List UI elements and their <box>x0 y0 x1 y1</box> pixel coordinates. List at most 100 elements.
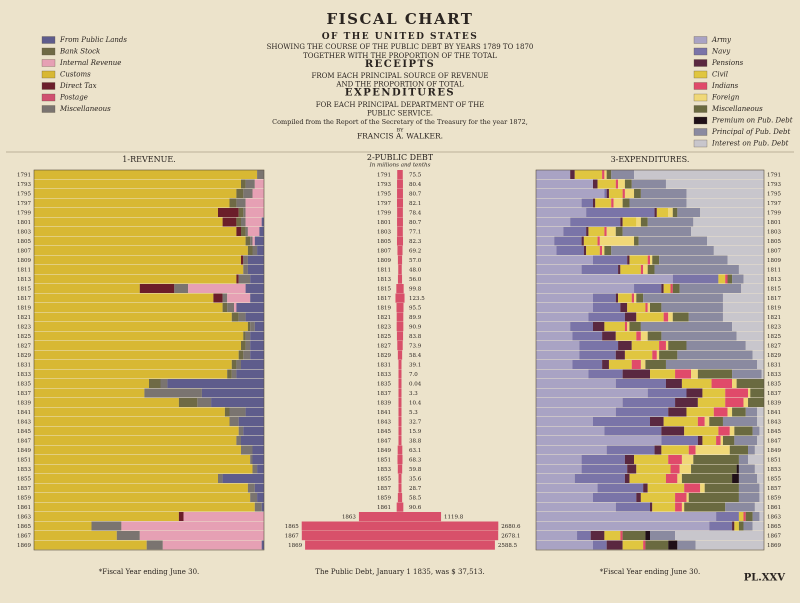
bar-segment <box>663 417 698 426</box>
bar-segment <box>34 350 239 360</box>
bar-segment <box>624 350 653 360</box>
value-label: 78.4 <box>409 210 422 216</box>
bar-segment <box>34 246 248 255</box>
bar-segment <box>218 474 223 483</box>
bar-segment <box>688 445 696 455</box>
value-label: 77.1 <box>409 229 421 235</box>
year-label: 1855 <box>17 476 31 482</box>
bar-segment <box>250 350 264 360</box>
year-label: 1825 <box>17 334 31 340</box>
bar-segment <box>34 217 223 227</box>
year-label: 1829 <box>17 353 31 359</box>
debt-bar <box>396 312 404 322</box>
debt-bar <box>396 331 404 341</box>
bar-segment <box>34 445 241 455</box>
bar-segment <box>579 350 616 360</box>
bar-segment <box>624 455 635 464</box>
legend-label: Premium on Pub. Debt <box>711 117 793 125</box>
bar-segment <box>647 255 650 265</box>
year-label: 1835 <box>17 381 31 387</box>
bar-segment <box>661 303 723 312</box>
bar-segment <box>681 502 685 512</box>
debt-bar <box>396 198 404 208</box>
bar-segment <box>725 502 755 512</box>
bar-segment <box>247 246 253 255</box>
year-label: 1815 <box>17 286 31 292</box>
bar-segment <box>722 293 764 303</box>
debt-bar <box>397 274 403 284</box>
bar-segment <box>188 284 246 293</box>
bar-segment <box>759 483 764 493</box>
bar-segment <box>675 493 687 502</box>
value-label: 39.1 <box>409 362 421 368</box>
debt-bar <box>398 388 402 398</box>
bar-segment <box>665 341 669 350</box>
year-label: 1811 <box>377 267 391 273</box>
bar-segment <box>602 170 605 179</box>
debt-bar <box>358 512 442 522</box>
year-label: 1793 <box>767 182 781 188</box>
legend-label: Miscellaneous <box>59 105 111 113</box>
bar-segment <box>261 502 264 512</box>
bar-segment <box>597 483 644 493</box>
debt-bar <box>398 426 402 436</box>
debt-bar <box>398 360 402 370</box>
bar-segment <box>681 455 694 464</box>
bar-segment <box>659 255 728 265</box>
value-label: 2588.5 <box>498 543 518 549</box>
bar-segment <box>615 502 650 512</box>
bar-segment <box>536 189 605 198</box>
bar-segment <box>752 350 764 360</box>
year-label: 1831 <box>377 362 391 368</box>
bar-segment <box>536 502 616 512</box>
bar-segment <box>536 246 557 255</box>
bar-segment <box>252 455 264 464</box>
value-label: 90.9 <box>409 324 422 330</box>
bar-segment <box>622 217 637 227</box>
bar-segment <box>593 322 605 331</box>
debt-bar <box>397 350 403 360</box>
bar-segment <box>627 255 630 265</box>
year-label: 1833 <box>17 372 31 378</box>
year-label: 1809 <box>377 258 391 264</box>
bar-segment <box>536 445 607 455</box>
bar-segment <box>738 493 760 502</box>
year-label: 1819 <box>377 305 391 311</box>
year-label: 1797 <box>377 201 391 207</box>
bar-segment <box>686 388 703 398</box>
bar-segment <box>663 312 669 322</box>
legend-label: Indians <box>711 82 739 90</box>
bar-segment <box>627 322 630 331</box>
bar-segment <box>656 208 669 217</box>
year-label: 1797 <box>767 201 781 207</box>
bar-segment <box>668 208 673 217</box>
bar-segment <box>586 227 589 236</box>
debt-bar <box>398 474 402 484</box>
bar-segment <box>615 331 637 341</box>
bar-segment <box>629 198 687 208</box>
bar-segment <box>245 198 264 208</box>
bar-segment <box>745 512 753 521</box>
year-label: 1851 <box>17 457 31 463</box>
year-label: 1847 <box>17 438 31 444</box>
bar-segment <box>656 350 660 360</box>
bar-segment <box>729 426 735 436</box>
bar-segment <box>688 493 739 502</box>
debt-bar <box>397 227 403 237</box>
bar-segment <box>652 502 676 512</box>
year-label: 1851 <box>767 457 781 463</box>
bar-segment <box>139 531 264 540</box>
bar-segment <box>615 293 619 303</box>
year-label: 1853 <box>377 467 391 473</box>
bar-segment <box>615 227 623 236</box>
bar-segment <box>668 312 673 322</box>
year-label: 1805 <box>377 239 391 245</box>
bar-segment <box>757 417 764 426</box>
bar-segment <box>620 265 641 274</box>
bar-segment <box>34 369 228 379</box>
legend-swatch <box>41 47 56 56</box>
debt-bar <box>396 502 404 512</box>
bar-segment <box>250 293 264 303</box>
bar-segment <box>252 445 264 455</box>
bar-segment <box>647 303 650 312</box>
